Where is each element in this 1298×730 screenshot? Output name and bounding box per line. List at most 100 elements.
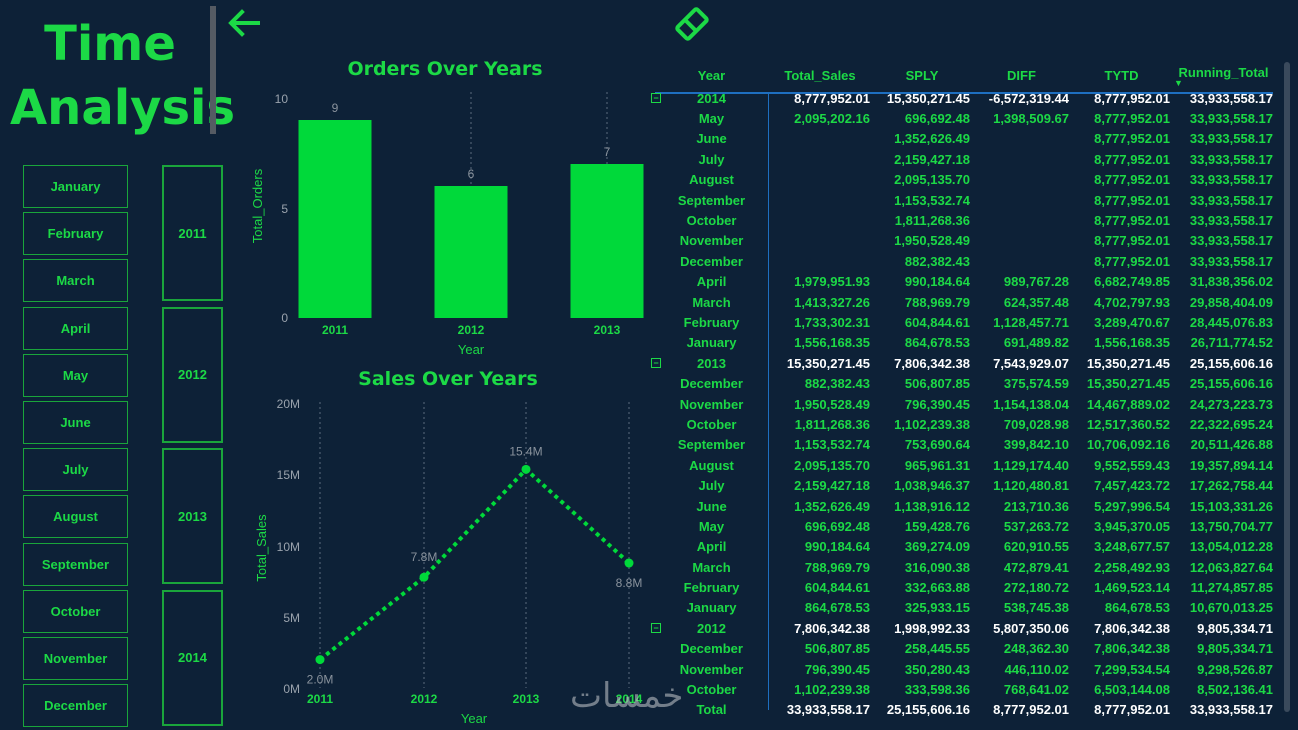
orders-x-axis-label: Year: [458, 342, 485, 357]
sales-point-2014[interactable]: [624, 558, 634, 568]
matrix-row-label-text: Total: [696, 702, 727, 718]
matrix-cell: 8,777,952.01: [794, 90, 870, 106]
matrix-cell: 989,767.28: [1003, 274, 1069, 290]
matrix-row-label-text: January: [686, 600, 737, 616]
orders-x-tick: 2012: [458, 323, 485, 337]
matrix-month-row: March 1,413,327.26 788,969.79 624,357.48 4,7…: [655, 292, 1275, 312]
matrix-cell: 537,263.72: [1003, 518, 1069, 534]
month-button-september[interactable]: September: [23, 542, 128, 586]
matrix-cell: 258,445.55: [904, 641, 970, 657]
matrix-cell: 248,362.30: [1003, 641, 1069, 657]
matrix-header-year[interactable]: Year: [697, 67, 726, 83]
collapse-icon[interactable]: −: [651, 358, 661, 369]
matrix-cell: 4,702,797.93: [1094, 294, 1170, 310]
matrix-month-row: May 2,095,202.16 696,692.48 1,398,509.67 8,7…: [655, 108, 1275, 128]
matrix-cell: 620,910.55: [1003, 539, 1069, 555]
matrix-row-label: December: [655, 373, 768, 393]
matrix-cell: 8,777,952.01: [1094, 172, 1170, 188]
matrix-cell: 213,710.36: [1003, 498, 1069, 514]
month-button-july[interactable]: July: [23, 448, 128, 492]
matrix-cell: 864,678.53: [1104, 600, 1170, 616]
matrix-cell: 691,489.82: [1003, 335, 1069, 351]
matrix-month-row: September 1,153,532.74 8,777,952.01 33,933,…: [655, 190, 1275, 210]
matrix-month-row: March 788,969.79 316,090.38 472,879.41 2,258…: [655, 557, 1275, 577]
matrix-row-label-text: November: [679, 233, 744, 249]
watermark: خمسات: [570, 676, 684, 716]
month-button-october[interactable]: October: [23, 589, 128, 633]
orders-y-axis-label: Total_Orders: [250, 168, 265, 243]
matrix-month-row: September 1,153,532.74 753,690.64 399,842.1…: [655, 435, 1275, 455]
orders-bar-2012[interactable]: [434, 186, 508, 318]
matrix-cell: [768, 231, 872, 251]
matrix-cell: 788,969.79: [904, 294, 970, 310]
matrix-cell: 17,262,758.44: [1189, 478, 1273, 494]
matrix-row-label: September: [655, 435, 768, 455]
matrix-row-label: July: [655, 149, 768, 169]
matrix-cell: 1,138,916.12: [894, 498, 970, 514]
arrow-left-icon[interactable]: [226, 6, 262, 40]
month-button-june[interactable]: June: [23, 401, 128, 444]
matrix-row-label: May: [655, 108, 768, 128]
year-button-2014[interactable]: 2014: [162, 589, 223, 726]
matrix-row-label-text: October: [686, 682, 737, 698]
collapse-icon[interactable]: −: [651, 623, 661, 634]
matrix-scrollbar[interactable]: [1284, 62, 1290, 712]
matrix-header-total-sales[interactable]: Total_Sales: [784, 67, 856, 83]
matrix-header-diff[interactable]: DIFF: [1007, 67, 1036, 83]
matrix-row-label-text: June: [696, 498, 727, 514]
matrix-row-header-divider: [768, 92, 769, 710]
matrix-cell: 8,777,952.01: [1094, 702, 1170, 718]
matrix-cell: 1,038,946.37: [894, 478, 970, 494]
matrix-month-row: October 1,102,239.38 333,598.36 768,641.02 6…: [655, 679, 1275, 699]
matrix-cell: 399,842.10: [1003, 437, 1069, 453]
sort-descending-icon[interactable]: ▼: [1174, 77, 1183, 88]
matrix-cell: 333,598.36: [904, 682, 970, 698]
month-button-may[interactable]: May: [23, 353, 128, 397]
matrix-cell: 13,054,012.28: [1189, 539, 1273, 555]
matrix-month-row: November 1,950,528.49 796,390.45 1,154,138.…: [655, 394, 1275, 414]
month-button-march[interactable]: March: [23, 259, 128, 303]
orders-bar-2013[interactable]: [570, 164, 644, 318]
matrix-cell: 990,184.64: [904, 274, 970, 290]
matrix-month-row: December 506,807.85 258,445.55 248,362.30 7,…: [655, 639, 1275, 659]
matrix-cell: 33,933,558.17: [1189, 253, 1273, 269]
matrix-cell: 1,413,327.26: [794, 294, 870, 310]
matrix-month-row: August 2,095,135.70 8,777,952.01 33,933,558…: [655, 170, 1275, 190]
year-button-2011[interactable]: 2011: [162, 165, 223, 301]
matrix-row-label: December: [655, 251, 768, 271]
matrix-header-running-total[interactable]: Running_Total ▼: [1172, 62, 1275, 88]
sales-x-tick: 2011: [307, 692, 333, 706]
sales-point-2013[interactable]: [521, 464, 531, 474]
matrix-year-row: − 2014 8,777,952.01 15,350,271.45 -6,572,319…: [651, 88, 1275, 108]
orders-bar-2011[interactable]: [298, 120, 372, 318]
matrix-cell: 33,933,558.17: [1189, 151, 1273, 167]
matrix-row-label-text: March: [692, 559, 731, 575]
matrix-cell: 1,154,138.04: [993, 396, 1069, 412]
orders-y-tick: 5: [281, 202, 288, 216]
matrix-row-label-text: October: [686, 416, 737, 432]
matrix-cell: 709,028.98: [1003, 416, 1069, 432]
collapse-icon[interactable]: −: [651, 93, 661, 103]
matrix-row-label: October: [655, 679, 768, 699]
matrix-month-row: May 696,692.48 159,428.76 537,263.72 3,945,3…: [655, 516, 1275, 536]
month-button-august[interactable]: August: [23, 495, 128, 539]
matrix-month-row: June 1,352,626.49 1,138,916.12 213,710.36 5,…: [655, 496, 1275, 516]
matrix-month-row: January 864,678.53 325,933.15 538,745.38 864…: [655, 598, 1275, 618]
year-button-2013[interactable]: 2013: [162, 448, 223, 584]
month-button-december[interactable]: December: [23, 684, 128, 728]
sales-point-2012[interactable]: [419, 572, 429, 582]
matrix-header-sply[interactable]: SPLY: [905, 67, 939, 83]
matrix-month-row: June 1,352,626.49 8,777,952.01 33,933,558.1…: [655, 129, 1275, 149]
matrix-row-label-text: April: [696, 274, 727, 290]
sales-point-2011[interactable]: [315, 655, 325, 665]
month-button-january[interactable]: January: [23, 165, 128, 208]
year-button-2012[interactable]: 2012: [162, 306, 223, 443]
month-button-april[interactable]: April: [23, 306, 128, 350]
matrix-cell: 1,120,480.81: [993, 478, 1069, 494]
matrix-header-tytd[interactable]: TYTD: [1104, 67, 1139, 83]
eraser-icon[interactable]: [672, 4, 712, 44]
matrix-cell: 8,777,952.01: [1094, 111, 1170, 127]
matrix-cell: 22,322,695.24: [1189, 416, 1273, 432]
month-button-november[interactable]: November: [23, 637, 128, 680]
month-button-february[interactable]: February: [23, 212, 128, 256]
